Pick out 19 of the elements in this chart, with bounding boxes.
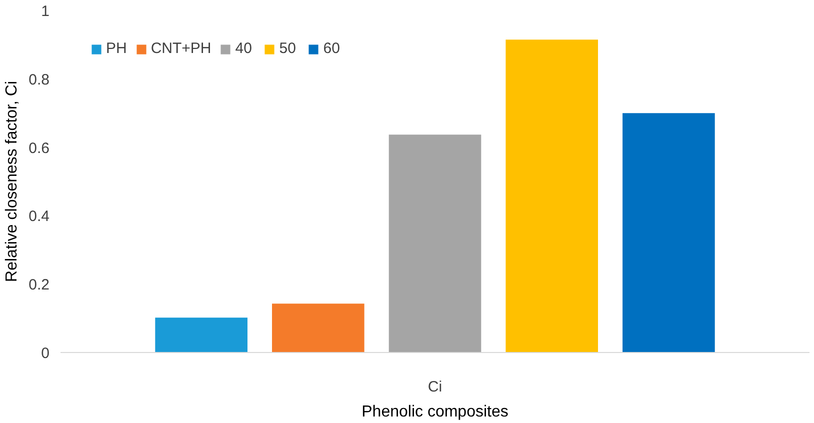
x-axis-title: Phenolic composites — [362, 404, 508, 420]
bar — [272, 304, 364, 352]
y-tick-label: 0.8 — [28, 71, 50, 88]
y-tick-label: 1 — [41, 3, 50, 20]
x-tick-label: Ci — [428, 378, 442, 396]
legend-label: 50 — [279, 40, 297, 57]
y-axis-title: Relative closeness factor, Ci — [4, 81, 21, 282]
bar — [622, 113, 715, 352]
legend-label: PH — [106, 40, 127, 57]
legend-label: 40 — [235, 40, 253, 57]
y-tick-label: 0.4 — [28, 208, 50, 226]
y-tick-label: 0.2 — [28, 276, 50, 294]
bar — [388, 134, 482, 352]
y-tick-label: 0 — [41, 345, 50, 362]
y-tick-label: 0.6 — [28, 140, 50, 157]
bar — [506, 40, 598, 352]
legend-label: 60 — [323, 40, 341, 57]
bar — [155, 318, 248, 352]
legend-label: CNT+PH — [150, 40, 212, 57]
